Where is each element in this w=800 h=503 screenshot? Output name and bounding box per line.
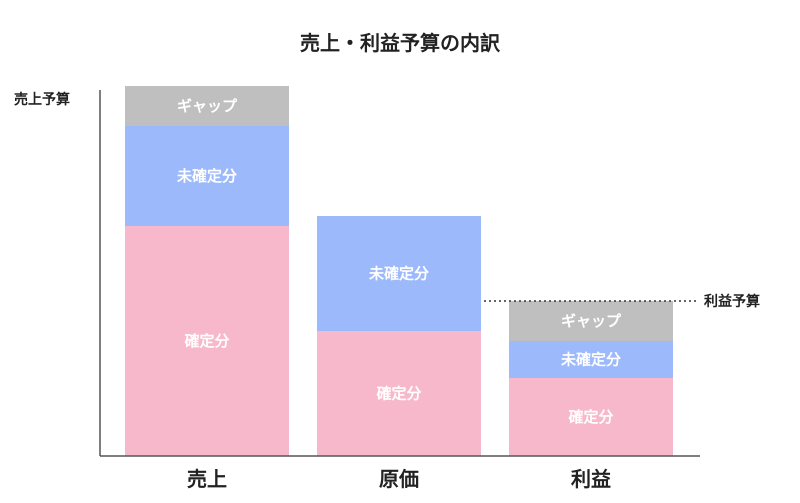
segment-label-gap-0: ギャップ (177, 97, 238, 115)
bar-confirmed-1 (317, 331, 481, 456)
y-axis-label: 売上予算 (14, 91, 70, 108)
segment-label-unconfirmed-1: 未確定分 (368, 265, 429, 283)
segment-label-unconfirmed-2: 未確定分 (560, 351, 621, 369)
bar-unconfirmed-0 (125, 126, 289, 226)
bar-unconfirmed-2 (509, 341, 673, 378)
bar-confirmed-0 (125, 226, 289, 456)
segment-label-unconfirmed-0: 未確定分 (176, 167, 237, 185)
segment-label-confirmed-0: 確定分 (183, 332, 229, 350)
segment-label-confirmed-2: 確定分 (567, 408, 613, 426)
bar-unconfirmed-1 (317, 216, 481, 331)
category-label-2: 利益 (571, 467, 611, 491)
budget-line-label-0: 利益予算 (704, 293, 760, 310)
segment-label-gap-2: ギャップ (561, 312, 622, 330)
category-label-0: 売上 (187, 467, 227, 491)
category-labels-group: 売上 原価 利益 (187, 467, 611, 491)
bar-confirmed-2 (509, 378, 673, 456)
chart-title: 売上・利益予算の内訳 (300, 31, 501, 55)
bar-gap-0 (125, 86, 289, 126)
bar-gap-2 (509, 301, 673, 341)
annotations-group: 利益予算 (484, 293, 760, 310)
segment-label-confirmed-1: 確定分 (375, 385, 421, 403)
category-label-1: 原価 (379, 467, 419, 491)
